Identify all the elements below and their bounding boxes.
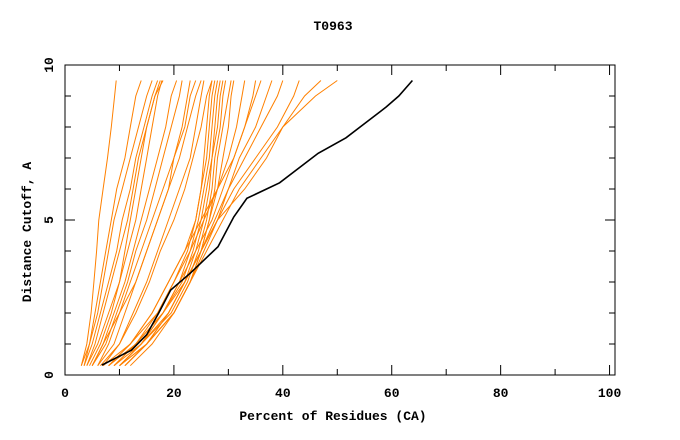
y-tick-label: 10 [42, 57, 57, 73]
model-curve-25 [124, 80, 284, 367]
x-axis-label: Percent of Residues (CA) [239, 409, 426, 424]
model-curve-3 [83, 80, 159, 366]
model-curve-24 [119, 80, 273, 367]
x-tick-label: 0 [61, 386, 69, 401]
model-curve-27 [119, 80, 322, 367]
highlight-curve [101, 79, 414, 366]
x-tick-label: 80 [493, 386, 509, 401]
model-curve-5 [86, 80, 164, 366]
model-curve-12 [100, 80, 213, 367]
series-layer [80, 79, 414, 367]
x-tick-label: 100 [598, 386, 622, 401]
model-curve-29 [91, 80, 197, 366]
x-tick-label: 40 [275, 386, 291, 401]
x-tick-label: 20 [166, 386, 182, 401]
chart-title: T0963 [313, 19, 352, 34]
y-tick-label: 5 [42, 216, 57, 224]
model-curve-2 [80, 80, 153, 366]
model-curve-7 [91, 80, 183, 366]
model-curve-8 [89, 80, 163, 366]
model-curve-30 [83, 80, 142, 366]
model-curve-18 [119, 80, 232, 367]
y-tick-label: 0 [42, 371, 57, 379]
model-curve-19 [102, 80, 213, 367]
x-tick-label: 60 [384, 386, 400, 401]
model-curve-21 [113, 80, 246, 367]
model-curve-28 [129, 80, 338, 367]
axes-layer: 0 20 40 60 80 100 0 5 10 [42, 57, 621, 401]
model-curve-6 [91, 80, 178, 366]
model-curve-1 [80, 80, 117, 366]
plot-frame [64, 64, 616, 376]
model-curve-11 [102, 80, 205, 367]
model-curve-14 [108, 80, 218, 367]
model-curve-23 [108, 80, 262, 367]
model-curve-9 [97, 80, 191, 366]
y-axis-label: Distance Cutoff, A [20, 162, 35, 303]
